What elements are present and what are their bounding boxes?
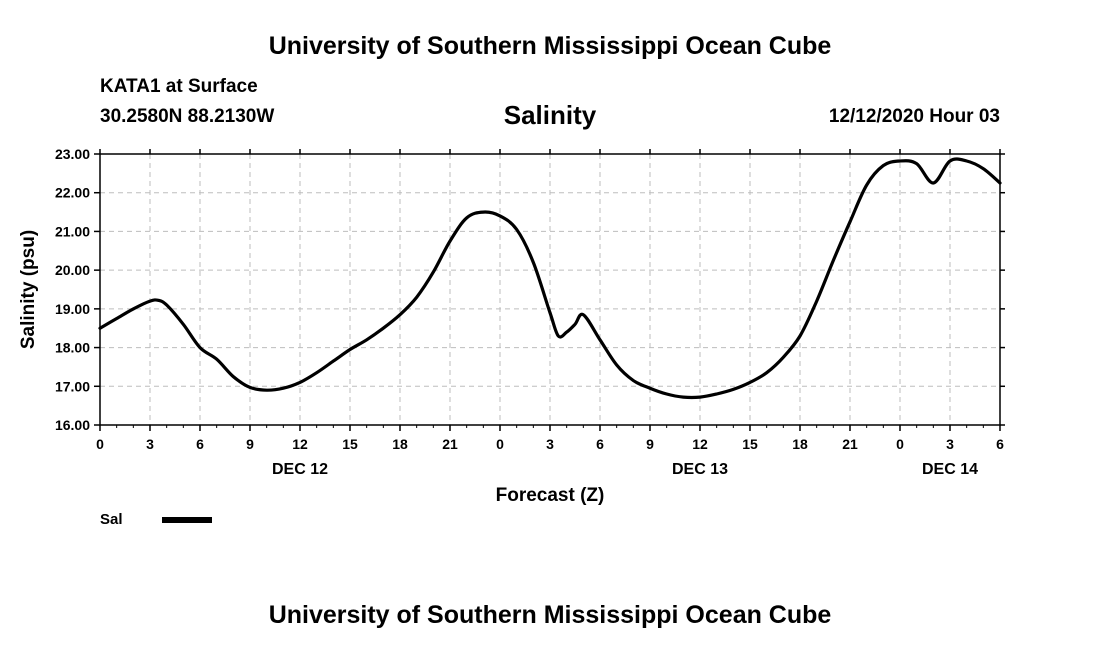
y-tick-label: 16.00 [55, 417, 90, 433]
x-tick-label: 18 [792, 436, 808, 452]
x-tick-label: 3 [946, 436, 954, 452]
top-title: University of Southern Mississippi Ocean… [268, 32, 832, 60]
x-tick-label: 0 [496, 436, 504, 452]
x-tick-label: 6 [996, 436, 1004, 452]
x-tick-label: 6 [196, 436, 204, 452]
x-tick-label: 21 [842, 436, 858, 452]
x-tick-label: 6 [596, 436, 604, 452]
x-tick-label: 3 [546, 436, 554, 452]
chart-title: Salinity [503, 100, 597, 130]
x-axis-label: Forecast (Z) [496, 485, 605, 506]
y-tick-label: 23.00 [55, 146, 90, 162]
x-tick-label: 0 [896, 436, 904, 452]
date-label: DEC 12 [272, 461, 328, 478]
y-axis-label: Salinity (psu) [18, 230, 39, 349]
y-tick-label: 18.00 [55, 340, 90, 356]
y-tick-label: 20.00 [55, 262, 90, 278]
y-tick-label: 21.00 [55, 223, 90, 239]
legend-label: Sal [100, 511, 123, 528]
y-tick-label: 17.00 [55, 378, 90, 394]
date-label: DEC 14 [922, 461, 978, 478]
x-tick-label: 12 [292, 436, 308, 452]
x-tick-label: 15 [342, 436, 358, 452]
plot-frame [99, 153, 1001, 426]
station-name: KATA1 at Surface [100, 76, 258, 97]
y-tick-label: 19.00 [55, 301, 90, 317]
forecast-datetime: 12/12/2020 Hour 03 [828, 106, 1000, 127]
bottom-title: University of Southern Mississippi Ocean… [268, 601, 832, 629]
x-tick-label: 18 [392, 436, 408, 452]
x-tick-label: 9 [246, 436, 254, 452]
x-tick-label: 21 [442, 436, 458, 452]
station-coords: 30.2580N 88.2130W [100, 106, 275, 127]
series-line-sal [98, 157, 1002, 400]
x-tick-label: 3 [146, 436, 154, 452]
x-tick-label: 0 [96, 436, 104, 452]
y-tick-label: 22.00 [55, 185, 90, 201]
date-label: DEC 13 [672, 461, 728, 478]
x-tick-label: 12 [692, 436, 708, 452]
x-tick-label: 15 [742, 436, 758, 452]
x-tick-label: 9 [646, 436, 654, 452]
